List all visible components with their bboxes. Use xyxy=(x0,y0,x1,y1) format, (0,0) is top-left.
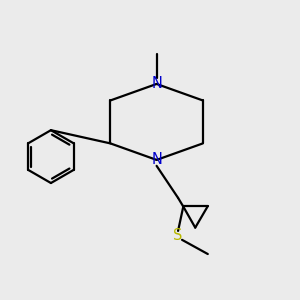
Text: N: N xyxy=(151,152,162,167)
Text: N: N xyxy=(151,76,162,92)
Text: S: S xyxy=(173,228,183,243)
